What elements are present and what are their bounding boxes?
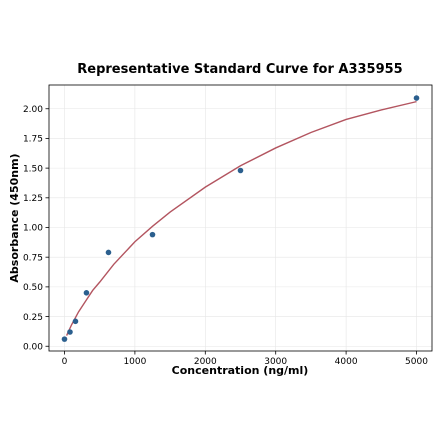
y-axis-label: Absorbance (450nm)	[8, 153, 21, 282]
y-tick-label: 2.00	[23, 105, 43, 115]
fit-curve-layer	[65, 100, 417, 336]
x-tick-label: 4000	[335, 357, 358, 367]
data-point	[237, 167, 244, 174]
data-point	[72, 318, 79, 325]
x-tick-label: 0	[62, 357, 68, 367]
y-tick-label: 0.00	[23, 342, 43, 352]
y-tick-label: 0.25	[23, 313, 43, 323]
x-tick-label: 2000	[194, 357, 217, 367]
y-tick-label: 1.50	[23, 164, 43, 174]
data-point	[83, 290, 90, 296]
y-tick-label: 1.25	[23, 194, 43, 204]
x-axis-ticks: 0 1000 2000 3000 4000 5000	[62, 351, 428, 367]
y-tick-label: 1.75	[23, 135, 43, 145]
y-tick-label: 0.50	[23, 283, 43, 293]
x-axis-label: Concentration (ng/ml)	[172, 364, 309, 377]
y-tick-label: 0.75	[23, 253, 43, 263]
data-point	[149, 231, 156, 238]
data-point	[67, 329, 73, 335]
x-tick-label: 3000	[264, 357, 287, 367]
chart-title: Representative Standard Curve for A33595…	[77, 62, 402, 77]
plot-frame	[48, 84, 433, 352]
grid-lines	[49, 85, 432, 351]
y-tick-label: 1.00	[23, 224, 43, 234]
data-point	[61, 336, 68, 342]
x-tick-label: 5000	[405, 357, 428, 367]
x-tick-label: 1000	[123, 357, 146, 367]
data-points-layer	[61, 95, 420, 342]
y-axis-ticks: 0.00 0.25 0.50 0.75 1.00 1.25 1.50 1.75 2.00	[23, 105, 49, 352]
data-point	[413, 95, 420, 101]
fit-curve-line	[65, 100, 417, 336]
data-point	[105, 249, 112, 256]
